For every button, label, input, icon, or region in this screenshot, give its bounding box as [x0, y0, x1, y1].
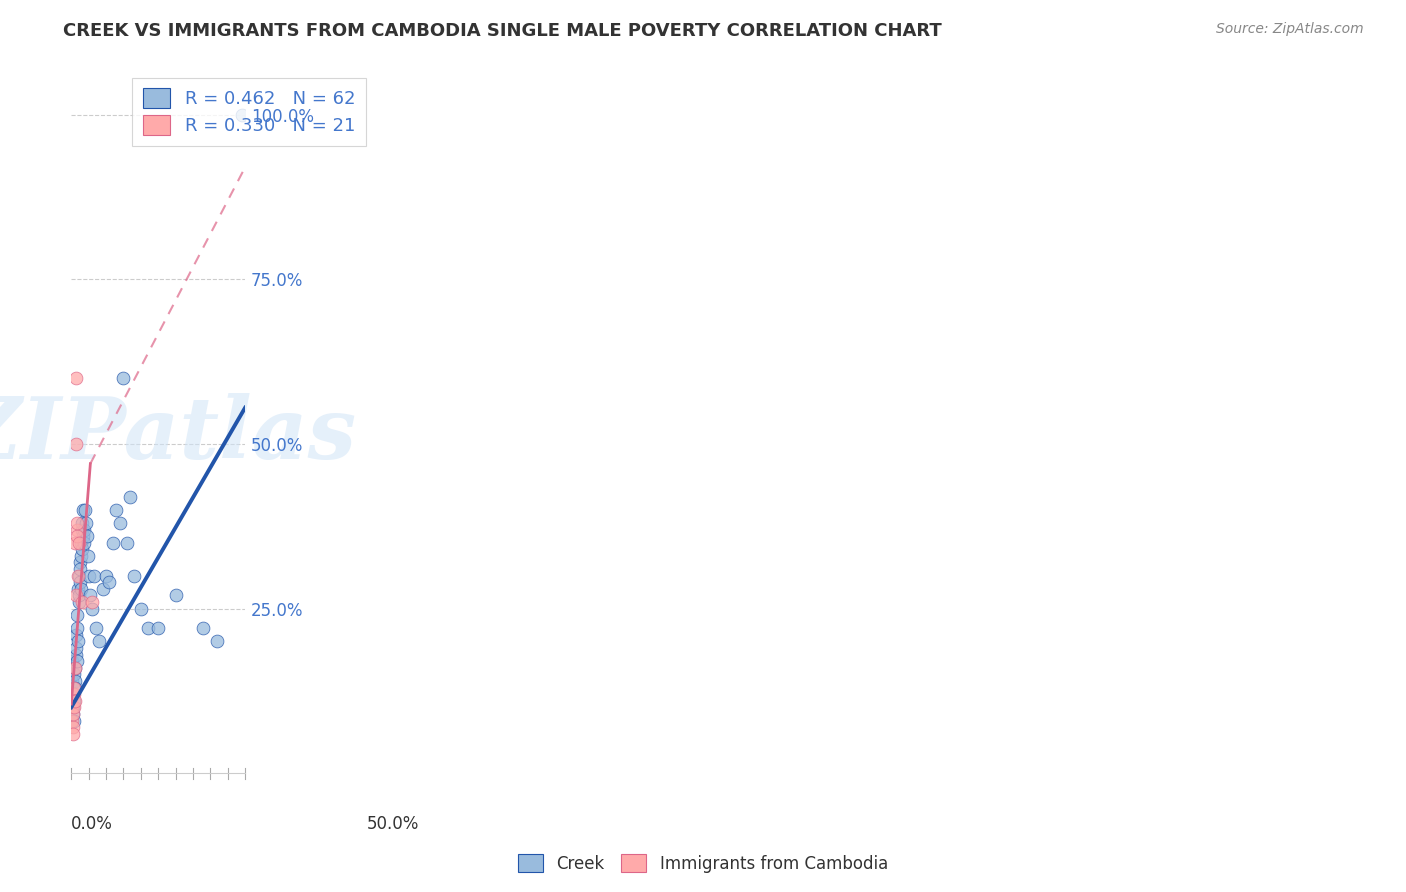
Point — [66, 654, 89, 668]
Point — [60, 654, 83, 668]
Point — [62, 720, 84, 734]
Point — [72, 516, 94, 530]
Point — [60, 714, 83, 728]
Point — [70, 549, 93, 563]
Point — [165, 588, 187, 602]
Point — [65, 641, 87, 656]
Point — [70, 523, 93, 537]
Point — [101, 535, 124, 549]
Point — [67, 568, 90, 582]
Point — [70, 582, 93, 596]
Point — [62, 727, 84, 741]
Point — [65, 681, 87, 695]
Point — [67, 595, 90, 609]
Point — [73, 523, 96, 537]
Point — [77, 568, 100, 582]
Point — [62, 687, 84, 701]
Point — [120, 490, 142, 504]
Point — [91, 582, 114, 596]
Point — [63, 714, 86, 728]
Point — [94, 568, 117, 582]
Point — [122, 568, 145, 582]
Point — [75, 502, 97, 516]
Point — [136, 621, 159, 635]
Point — [72, 529, 94, 543]
Point — [65, 648, 87, 662]
Point — [63, 694, 86, 708]
Point — [72, 502, 94, 516]
Point — [62, 706, 84, 721]
Point — [66, 516, 89, 530]
Point — [65, 371, 87, 385]
Point — [73, 535, 96, 549]
Point — [66, 568, 89, 582]
Point — [129, 601, 152, 615]
Point — [62, 700, 84, 714]
Text: Source: ZipAtlas.com: Source: ZipAtlas.com — [1216, 22, 1364, 37]
Point — [146, 621, 169, 635]
Point — [70, 595, 93, 609]
Point — [66, 608, 89, 623]
Point — [193, 621, 215, 635]
Point — [69, 535, 91, 549]
Text: 50.0%: 50.0% — [367, 815, 419, 833]
Point — [82, 601, 104, 615]
Point — [115, 535, 138, 549]
Point — [67, 535, 90, 549]
Point — [231, 107, 253, 121]
Point — [63, 681, 86, 695]
Point — [69, 556, 91, 570]
Point — [82, 595, 104, 609]
Point — [62, 687, 84, 701]
Point — [60, 673, 83, 688]
Point — [76, 529, 98, 543]
Point — [83, 568, 105, 582]
Point — [66, 523, 89, 537]
Text: ZIPatlas: ZIPatlas — [0, 393, 357, 476]
Point — [84, 621, 107, 635]
Point — [207, 634, 229, 648]
Point — [108, 516, 131, 530]
Point — [65, 628, 87, 642]
Legend: Creek, Immigrants from Cambodia: Creek, Immigrants from Cambodia — [512, 847, 894, 880]
Text: CREEK VS IMMIGRANTS FROM CAMBODIA SINGLE MALE POVERTY CORRELATION CHART: CREEK VS IMMIGRANTS FROM CAMBODIA SINGLE… — [63, 22, 942, 40]
Legend: R = 0.462   N = 62, R = 0.330   N = 21: R = 0.462 N = 62, R = 0.330 N = 21 — [132, 78, 366, 146]
Point — [63, 694, 86, 708]
Point — [66, 621, 89, 635]
Text: 0.0%: 0.0% — [72, 815, 112, 833]
Point — [65, 588, 87, 602]
Point — [77, 549, 100, 563]
Point — [67, 582, 90, 596]
Point — [62, 667, 84, 681]
Point — [69, 562, 91, 576]
Point — [60, 700, 83, 714]
Point — [63, 700, 86, 714]
Point — [66, 529, 89, 543]
Point — [66, 634, 89, 648]
Point — [70, 542, 93, 557]
Point — [98, 575, 121, 590]
Point — [69, 575, 91, 590]
Point — [112, 371, 135, 385]
Point — [105, 502, 128, 516]
Point — [63, 661, 86, 675]
Point — [75, 516, 97, 530]
Point — [67, 588, 90, 602]
Point — [65, 535, 87, 549]
Point — [62, 706, 84, 721]
Point — [79, 588, 101, 602]
Point — [65, 437, 87, 451]
Point — [63, 661, 86, 675]
Point — [87, 634, 110, 648]
Point — [63, 673, 86, 688]
